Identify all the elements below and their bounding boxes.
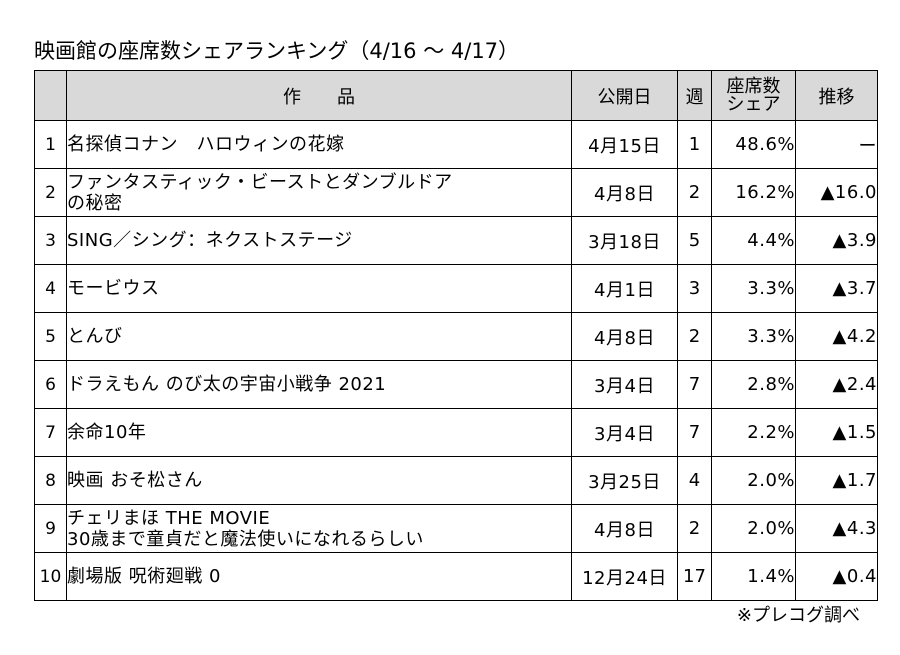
share-cell: 2.0% [711, 456, 796, 505]
release-cell: 3月4日 [571, 360, 678, 409]
week-cell: 1 [677, 120, 712, 169]
release-cell: 3月18日 [571, 216, 678, 265]
table-row: 1 名探偵コナン ハロウィンの花嫁 4月15日 1 48.6% ー [34, 120, 878, 169]
share-cell: 48.6% [711, 120, 796, 169]
ranking-table: 作 品 公開日 週 座席数 シェア 推移 1 名探偵コナン ハロウィンの花嫁 4… [34, 70, 878, 601]
rank-cell: 1 [34, 120, 67, 169]
table-row: 5 とんび 4月8日 2 3.3% ▲4.2 [34, 312, 878, 361]
trend-cell: ▲1.7 [795, 456, 878, 505]
share-cell: 2.8% [711, 360, 796, 409]
table-row: 10 劇場版 呪術廻戦 0 12月24日 17 1.4% ▲0.4 [34, 552, 878, 601]
table-row: 8 映画 おそ松さん 3月25日 4 2.0% ▲1.7 [34, 456, 878, 505]
title-cell: SING／シング：ネクストステージ [66, 216, 572, 265]
rank-cell: 2 [34, 168, 67, 217]
trend-cell: ▲3.9 [795, 216, 878, 265]
table-row: 2 ファンタスティック・ビーストとダンブルドア の秘密 4月8日 2 16.2%… [34, 168, 878, 217]
trend-cell: ▲3.7 [795, 264, 878, 313]
trend-cell: ー [795, 120, 878, 169]
release-cell: 3月25日 [571, 456, 678, 505]
share-cell: 4.4% [711, 216, 796, 265]
trend-cell: ▲0.4 [795, 552, 878, 601]
week-cell: 5 [677, 216, 712, 265]
header-trend: 推移 [795, 70, 878, 121]
header-release: 公開日 [571, 70, 678, 121]
week-cell: 2 [677, 504, 712, 553]
table-row: 3 SING／シング：ネクストステージ 3月18日 5 4.4% ▲3.9 [34, 216, 878, 265]
rank-cell: 4 [34, 264, 67, 313]
header-week: 週 [677, 70, 712, 121]
title-cell: 映画 おそ松さん [66, 456, 572, 505]
title-cell: モービウス [66, 264, 572, 313]
trend-cell: ▲16.0 [795, 168, 878, 217]
trend-cell: ▲4.3 [795, 504, 878, 553]
rank-cell: 10 [34, 552, 67, 601]
header-rank [34, 70, 67, 121]
release-cell: 4月1日 [571, 264, 678, 313]
trend-cell: ▲2.4 [795, 360, 878, 409]
week-cell: 2 [677, 168, 712, 217]
release-cell: 4月8日 [571, 312, 678, 361]
release-cell: 4月15日 [571, 120, 678, 169]
title-cell: とんび [66, 312, 572, 361]
release-cell: 12月24日 [571, 552, 678, 601]
title-cell: 名探偵コナン ハロウィンの花嫁 [66, 120, 572, 169]
table-row: 9 チェリまほ THE MOVIE 30歳まで童貞だと魔法使いになれるらしい 4… [34, 504, 878, 553]
source-note: ※プレコグ調べ [736, 605, 860, 626]
ranking-title: 映画館の座席数シェアランキング（4/16 ～ 4/17） [34, 39, 520, 63]
trend-cell: ▲1.5 [795, 408, 878, 457]
week-cell: 7 [677, 360, 712, 409]
trend-cell: ▲4.2 [795, 312, 878, 361]
rank-cell: 6 [34, 360, 67, 409]
title-cell: チェリまほ THE MOVIE 30歳まで童貞だと魔法使いになれるらしい [66, 504, 572, 553]
week-cell: 3 [677, 264, 712, 313]
header-row: 作 品 公開日 週 座席数 シェア 推移 [34, 70, 878, 121]
title-cell: 劇場版 呪術廻戦 0 [66, 552, 572, 601]
title-cell: ドラえもん のび太の宇宙小戦争 2021 [66, 360, 572, 409]
week-cell: 17 [677, 552, 712, 601]
share-cell: 2.0% [711, 504, 796, 553]
table-row: 7 余命10年 3月4日 7 2.2% ▲1.5 [34, 408, 878, 457]
table-row: 6 ドラえもん のび太の宇宙小戦争 2021 3月4日 7 2.8% ▲2.4 [34, 360, 878, 409]
title-cell: ファンタスティック・ビーストとダンブルドア の秘密 [66, 168, 572, 217]
week-cell: 2 [677, 312, 712, 361]
rank-cell: 3 [34, 216, 67, 265]
release-cell: 4月8日 [571, 168, 678, 217]
share-cell: 16.2% [711, 168, 796, 217]
share-cell: 3.3% [711, 312, 796, 361]
rank-cell: 7 [34, 408, 67, 457]
week-cell: 7 [677, 408, 712, 457]
release-cell: 4月8日 [571, 504, 678, 553]
header-share: 座席数 シェア [711, 70, 796, 121]
share-cell: 3.3% [711, 264, 796, 313]
share-cell: 2.2% [711, 408, 796, 457]
release-cell: 3月4日 [571, 408, 678, 457]
rank-cell: 9 [34, 504, 67, 553]
rank-cell: 5 [34, 312, 67, 361]
header-work: 作 品 [66, 70, 572, 121]
week-cell: 4 [677, 456, 712, 505]
rank-cell: 8 [34, 456, 67, 505]
table-row: 4 モービウス 4月1日 3 3.3% ▲3.7 [34, 264, 878, 313]
title-cell: 余命10年 [66, 408, 572, 457]
share-cell: 1.4% [711, 552, 796, 601]
